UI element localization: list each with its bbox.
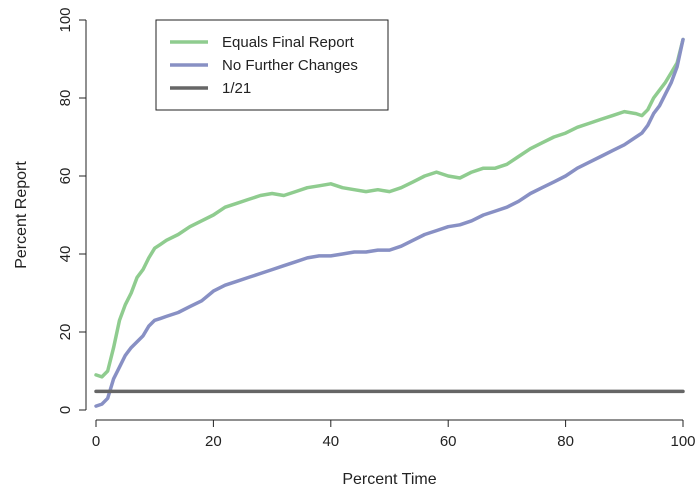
x-tick-label: 40	[322, 433, 339, 450]
x-axis-title: Percent Time	[342, 471, 436, 488]
x-tick-label: 100	[670, 433, 695, 450]
x-tick-label: 80	[557, 433, 574, 450]
y-axis-title: Percent Report	[13, 161, 30, 269]
x-tick-label: 0	[92, 433, 100, 450]
y-tick-label: 80	[57, 90, 74, 107]
y-tick-label: 20	[57, 324, 74, 341]
legend-entry: Equals Final Report	[222, 34, 355, 51]
axes: 0 20 40 60 80 100 0 20 40 60 80 100 Percent Time Perc…	[13, 7, 696, 488]
x-tick-label: 60	[440, 433, 457, 450]
series-line-no-further-changes	[94, 37, 685, 408]
series-line-equals-final-report	[94, 37, 685, 379]
legend: Equals Final Report No Further Changes 1/2…	[155, 19, 389, 111]
legend-entry: 1/21	[222, 80, 251, 97]
y-tick-label: 100	[57, 7, 74, 32]
y-tick-label: 60	[57, 168, 74, 185]
legend-entry: No Further Changes	[222, 57, 358, 74]
x-tick-label: 20	[205, 433, 222, 450]
y-tick-label: 0	[57, 406, 74, 414]
series-lines	[94, 37, 685, 408]
y-tick-label: 40	[57, 246, 74, 263]
